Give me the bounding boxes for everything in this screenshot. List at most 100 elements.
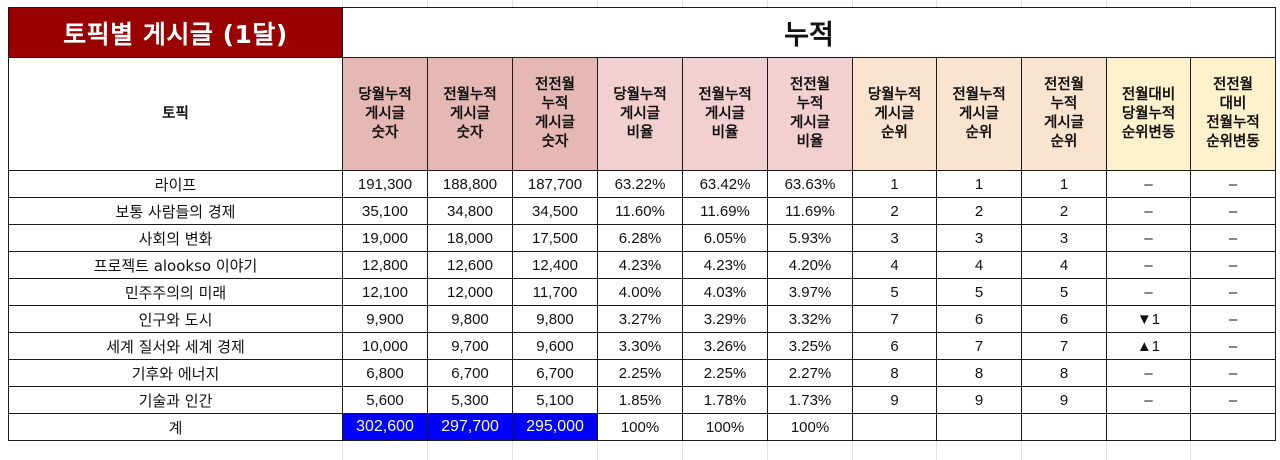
header-cur-count[interactable]: 당월누적 게시글 숫자 (342, 57, 428, 171)
rank-change-cur-cell[interactable]: – (1106, 170, 1191, 198)
prev-ratio-cell[interactable]: 1.78% (682, 386, 768, 414)
cur-rank-cell[interactable]: 6 (852, 332, 937, 360)
topic-cell[interactable]: 기술과 인간 (8, 386, 343, 414)
prev-ratio-cell[interactable]: 4.23% (682, 251, 768, 279)
prev-count-cell[interactable]: 18,000 (427, 224, 513, 252)
cur-rank-cell[interactable]: 5 (852, 278, 937, 306)
prev-count-cell[interactable]: 5,300 (427, 386, 513, 414)
rank-change-prev-cell[interactable]: – (1190, 197, 1276, 225)
cur-rank-cell[interactable]: 3 (852, 224, 937, 252)
header-rank-change-prev[interactable]: 전전월 대비 전월누적 순위변동 (1190, 57, 1276, 171)
rank-change-cur-cell[interactable]: – (1106, 224, 1191, 252)
cur-ratio-cell[interactable]: 3.30% (597, 332, 683, 360)
total-empty-cell[interactable] (1021, 413, 1107, 441)
section-header-cumulative[interactable]: 누적 (342, 7, 1276, 58)
header-cur-ratio[interactable]: 당월누적 게시글 비율 (597, 57, 683, 171)
total-empty-cell[interactable] (852, 413, 937, 441)
topic-cell[interactable]: 프로젝트 alookso 이야기 (8, 251, 343, 279)
cur-count-cell[interactable]: 9,900 (342, 305, 428, 333)
prev-rank-cell[interactable]: 3 (936, 224, 1022, 252)
total-prev-count[interactable]: 297,700 (427, 413, 513, 441)
prev-ratio-cell[interactable]: 6.05% (682, 224, 768, 252)
prev2-count-cell[interactable]: 17,500 (512, 224, 598, 252)
prev2-count-cell[interactable]: 9,600 (512, 332, 598, 360)
prev-ratio-cell[interactable]: 3.26% (682, 332, 768, 360)
cur-ratio-cell[interactable]: 3.27% (597, 305, 683, 333)
rank-change-cur-cell[interactable]: – (1106, 278, 1191, 306)
header-prev-count[interactable]: 전월누적 게시글 숫자 (427, 57, 513, 171)
cur-rank-cell[interactable]: 9 (852, 386, 937, 414)
prev2-ratio-cell[interactable]: 5.93% (767, 224, 853, 252)
prev-ratio-cell[interactable]: 3.29% (682, 305, 768, 333)
cur-rank-cell[interactable]: 7 (852, 305, 937, 333)
cur-rank-cell[interactable]: 8 (852, 359, 937, 387)
prev-rank-cell[interactable]: 5 (936, 278, 1022, 306)
prev2-rank-cell[interactable]: 5 (1021, 278, 1107, 306)
rank-change-cur-cell[interactable]: – (1106, 251, 1191, 279)
topic-cell[interactable]: 기후와 에너지 (8, 359, 343, 387)
cur-ratio-cell[interactable]: 4.00% (597, 278, 683, 306)
prev-count-cell[interactable]: 34,800 (427, 197, 513, 225)
total-empty-cell[interactable] (1190, 413, 1276, 441)
rank-change-prev-cell[interactable]: – (1190, 386, 1276, 414)
total-empty-cell[interactable] (1106, 413, 1191, 441)
header-prev2-count[interactable]: 전전월 누적 게시글 숫자 (512, 57, 598, 171)
total-prev2-ratio[interactable]: 100% (767, 413, 853, 441)
header-prev-rank[interactable]: 전월누적 게시글 순위 (936, 57, 1022, 171)
cur-ratio-cell[interactable]: 6.28% (597, 224, 683, 252)
cur-count-cell[interactable]: 6,800 (342, 359, 428, 387)
cur-ratio-cell[interactable]: 4.23% (597, 251, 683, 279)
total-cur-count[interactable]: 302,600 (342, 413, 428, 441)
cur-count-cell[interactable]: 19,000 (342, 224, 428, 252)
prev-count-cell[interactable]: 12,000 (427, 278, 513, 306)
rank-change-prev-cell[interactable]: – (1190, 170, 1276, 198)
total-prev-ratio[interactable]: 100% (682, 413, 768, 441)
prev-count-cell[interactable]: 9,800 (427, 305, 513, 333)
rank-up-indicator[interactable]: ▲1 (1106, 332, 1191, 360)
prev-rank-cell[interactable]: 8 (936, 359, 1022, 387)
topic-cell[interactable]: 사회의 변화 (8, 224, 343, 252)
prev2-ratio-cell[interactable]: 4.20% (767, 251, 853, 279)
prev-count-cell[interactable]: 9,700 (427, 332, 513, 360)
rank-change-cur-cell[interactable]: – (1106, 359, 1191, 387)
prev-rank-cell[interactable]: 9 (936, 386, 1022, 414)
prev2-ratio-cell[interactable]: 3.25% (767, 332, 853, 360)
header-prev-ratio[interactable]: 전월누적 게시글 비율 (682, 57, 768, 171)
prev2-count-cell[interactable]: 6,700 (512, 359, 598, 387)
rank-change-prev-cell[interactable]: – (1190, 332, 1276, 360)
prev2-rank-cell[interactable]: 6 (1021, 305, 1107, 333)
prev-ratio-cell[interactable]: 11.69% (682, 197, 768, 225)
prev-count-cell[interactable]: 6,700 (427, 359, 513, 387)
prev2-rank-cell[interactable]: 9 (1021, 386, 1107, 414)
prev-count-cell[interactable]: 12,600 (427, 251, 513, 279)
prev-ratio-cell[interactable]: 63.42% (682, 170, 768, 198)
prev2-count-cell[interactable]: 12,400 (512, 251, 598, 279)
prev2-ratio-cell[interactable]: 2.27% (767, 359, 853, 387)
prev2-ratio-cell[interactable]: 63.63% (767, 170, 853, 198)
total-cur-ratio[interactable]: 100% (597, 413, 683, 441)
rank-change-cur-cell[interactable]: – (1106, 386, 1191, 414)
cur-count-cell[interactable]: 191,300 (342, 170, 428, 198)
rank-change-prev-cell[interactable]: – (1190, 305, 1276, 333)
cur-ratio-cell[interactable]: 2.25% (597, 359, 683, 387)
cur-rank-cell[interactable]: 2 (852, 197, 937, 225)
prev2-rank-cell[interactable]: 8 (1021, 359, 1107, 387)
header-prev2-ratio[interactable]: 전전월 누적 게시글 비율 (767, 57, 853, 171)
topic-cell[interactable]: 세계 질서와 세계 경제 (8, 332, 343, 360)
cur-ratio-cell[interactable]: 63.22% (597, 170, 683, 198)
cur-ratio-cell[interactable]: 11.60% (597, 197, 683, 225)
sheet-title[interactable]: 토픽별 게시글 (1달) (8, 7, 343, 58)
topic-cell[interactable]: 민주주의의 미래 (8, 278, 343, 306)
prev-rank-cell[interactable]: 2 (936, 197, 1022, 225)
cur-count-cell[interactable]: 12,100 (342, 278, 428, 306)
header-cur-rank[interactable]: 당월누적 게시글 순위 (852, 57, 937, 171)
prev2-rank-cell[interactable]: 3 (1021, 224, 1107, 252)
cur-count-cell[interactable]: 5,600 (342, 386, 428, 414)
total-label[interactable]: 계 (8, 413, 343, 441)
rank-change-cur-cell[interactable]: – (1106, 197, 1191, 225)
prev-rank-cell[interactable]: 7 (936, 332, 1022, 360)
header-prev2-rank[interactable]: 전전월 누적 게시글 순위 (1021, 57, 1107, 171)
rank-change-prev-cell[interactable]: – (1190, 251, 1276, 279)
cur-ratio-cell[interactable]: 1.85% (597, 386, 683, 414)
topic-cell[interactable]: 보통 사람들의 경제 (8, 197, 343, 225)
